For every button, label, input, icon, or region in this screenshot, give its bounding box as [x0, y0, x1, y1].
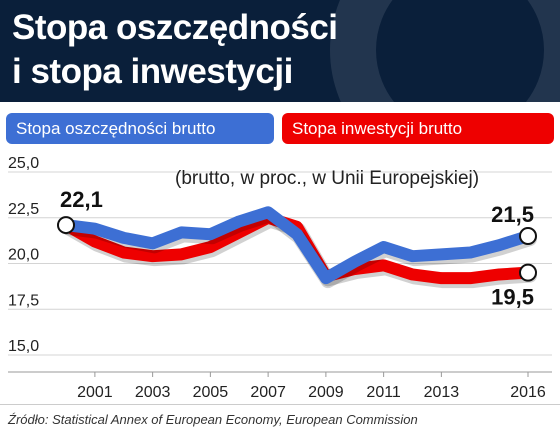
x-tick-label: 2013 [424, 384, 460, 400]
x-tick-label: 2009 [308, 384, 344, 400]
data-label: 19,5 [491, 285, 534, 310]
series-line-savings [60, 206, 534, 285]
y-tick-label: 20,0 [8, 247, 39, 264]
x-tick-label: 2001 [77, 384, 113, 400]
chart-title-line2: i stopa inwestycji [12, 52, 293, 91]
chart-title-line1: Stopa oszczędności [12, 8, 338, 47]
data-label: 22,1 [60, 187, 103, 212]
bottom-divider [0, 404, 560, 405]
y-tick-label: 25,0 [8, 155, 39, 172]
data-label: 21,5 [491, 202, 534, 227]
legend-investment: Stopa inwestycji brutto [282, 113, 554, 144]
source-note: Źródło: Statistical Annex of European Ec… [8, 412, 418, 427]
legend-savings: Stopa oszczędności brutto [6, 113, 274, 144]
line-chart: 25,0 22,5 20,0 17,5 15,0 2001 2003 2005 2007 2009… [8, 155, 552, 400]
y-tick-label: 22,5 [8, 201, 39, 218]
x-tick-label: 2003 [135, 384, 171, 400]
x-tick-label: 2007 [250, 384, 286, 400]
data-marker [519, 263, 537, 282]
y-tick-label: 17,5 [8, 292, 39, 309]
decorative-ring [330, 0, 560, 102]
data-marker [57, 216, 75, 235]
data-marker [519, 227, 537, 246]
x-tick-label: 2011 [366, 384, 401, 400]
x-tick-label: 2016 [510, 384, 546, 400]
y-tick-label: 15,0 [8, 338, 39, 355]
chart-subtitle: (brutto, w proc., w Unii Europejskiej) [175, 168, 480, 189]
header-banner: Stopa oszczędności i stopa inwestycji [0, 0, 560, 102]
x-tick-label: 2005 [193, 384, 229, 400]
